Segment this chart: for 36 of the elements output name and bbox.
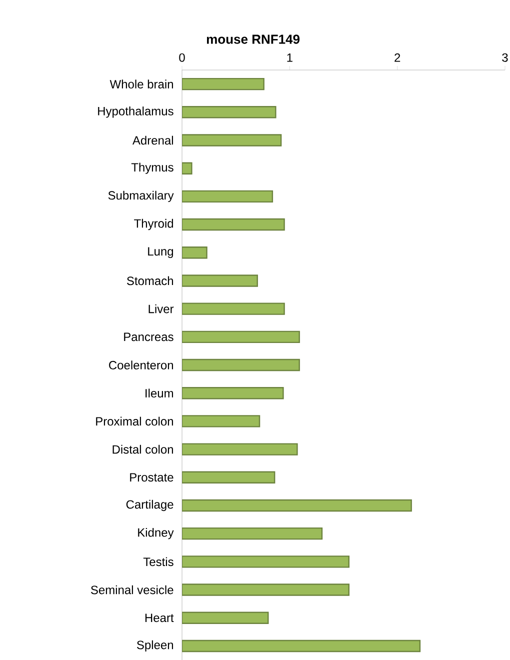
y-tick-label: Liver bbox=[148, 304, 174, 314]
x-tick-label: 0 bbox=[179, 53, 185, 62]
bar bbox=[182, 387, 284, 400]
y-tick-label: Seminal vesicle bbox=[90, 585, 174, 594]
x-tick-label: 1 bbox=[287, 54, 292, 62]
y-tick-label: Submaxilary bbox=[108, 190, 174, 202]
bar bbox=[182, 612, 269, 624]
bar bbox=[182, 330, 300, 344]
bar bbox=[182, 527, 323, 540]
y-tick-label: Coelenteron bbox=[109, 360, 174, 370]
y-tick-label: Adrenal bbox=[132, 136, 173, 145]
y-tick-label: Ileum bbox=[146, 388, 174, 398]
y-tick-label: Hypothalamus bbox=[98, 106, 174, 118]
bar bbox=[182, 358, 300, 372]
bar bbox=[182, 218, 285, 231]
y-tick-label: Thymus bbox=[131, 162, 174, 174]
y-tick-label: Lung bbox=[148, 247, 174, 258]
y-tick-label: Whole brain bbox=[110, 80, 173, 88]
y-tick-label: Prostate bbox=[130, 473, 174, 482]
y-tick-label: Thyroid bbox=[134, 218, 174, 230]
y-tick-label: Testis bbox=[143, 557, 174, 566]
y-tick-label: Stomach bbox=[126, 276, 174, 286]
bar bbox=[182, 190, 274, 203]
x-tick-label: 3 bbox=[502, 53, 508, 62]
bar bbox=[182, 640, 421, 652]
chart-title: mouse RNF149 bbox=[206, 34, 300, 44]
y-tick-label: Spleen bbox=[136, 640, 174, 652]
y-tick-label: Heart bbox=[145, 614, 174, 622]
y-tick-label: Kidney bbox=[138, 528, 174, 540]
y-tick-label: Proximal colon bbox=[96, 416, 173, 426]
y-tick-label: Pancreas bbox=[124, 332, 174, 342]
y-tick-label: Distal colon bbox=[112, 444, 173, 454]
bar bbox=[182, 499, 412, 512]
y-tick-label: Cartilage bbox=[126, 500, 174, 512]
bar bbox=[182, 471, 276, 484]
x-tick-label: 2 bbox=[394, 53, 400, 62]
